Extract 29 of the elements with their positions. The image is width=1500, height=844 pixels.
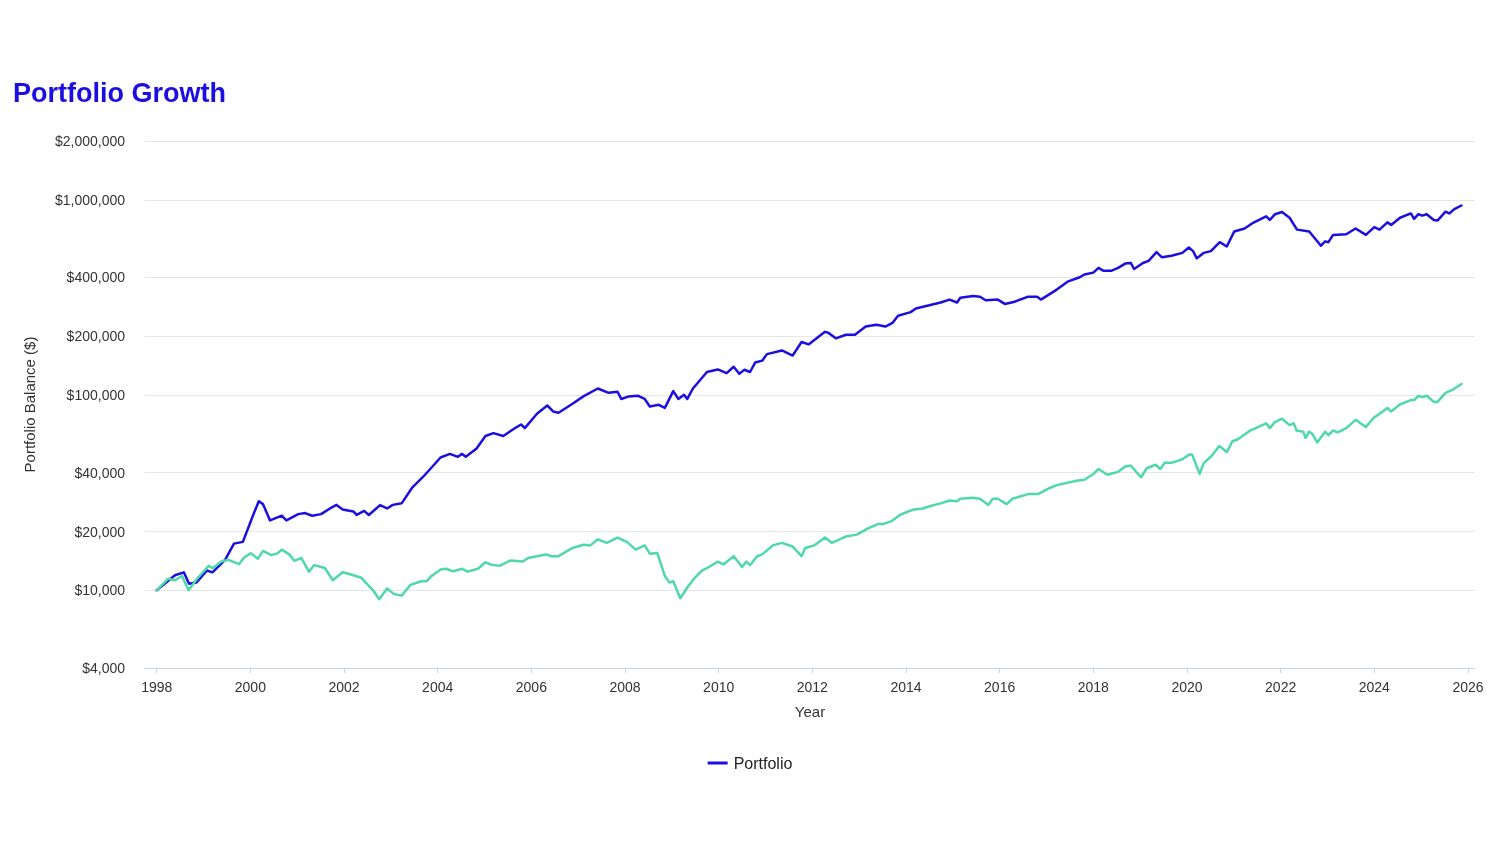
x-tick-label: 2026 <box>1452 679 1484 695</box>
y-tick-label: $1,000,000 <box>54 191 126 208</box>
y-tick-label: $2,000,000 <box>54 133 126 149</box>
x-tick-label: 2022 <box>1265 679 1297 695</box>
y-tick-label: $40,000 <box>74 464 126 481</box>
y-tick-label: $10,000 <box>74 582 126 599</box>
y-tick-label: $20,000 <box>74 523 126 540</box>
legend-label: Portfolio <box>733 754 793 772</box>
x-tick-label: 2018 <box>1077 679 1110 695</box>
x-tick-label: 2024 <box>1358 679 1391 695</box>
x-tick-label: 2012 <box>796 679 829 695</box>
x-tick-label: 2002 <box>328 679 360 695</box>
y-tick-label: $200,000 <box>66 328 126 345</box>
line-series <box>155 382 1463 601</box>
x-tick-label: 2014 <box>890 679 922 695</box>
x-tick-label: 2006 <box>515 679 548 695</box>
x-tick-label: 2016 <box>984 679 1016 695</box>
x-tick-label: 2020 <box>1171 679 1203 695</box>
x-tick-label: 1998 <box>141 679 173 695</box>
x-tick-label: 2008 <box>609 679 641 695</box>
chart-title: Portfolio Growth <box>13 77 226 108</box>
y-tick-label: $400,000 <box>66 269 126 286</box>
x-tick-label: 2010 <box>703 679 735 695</box>
y-tick-label: $4,000 <box>82 660 126 676</box>
y-axis-title: Portfolio Balance ($) <box>21 336 38 473</box>
y-tick-label: $100,000 <box>66 387 126 404</box>
x-tick-label: 2000 <box>234 679 267 695</box>
x-tick-label: 2004 <box>422 679 454 695</box>
x-axis-title: Year <box>794 703 826 720</box>
